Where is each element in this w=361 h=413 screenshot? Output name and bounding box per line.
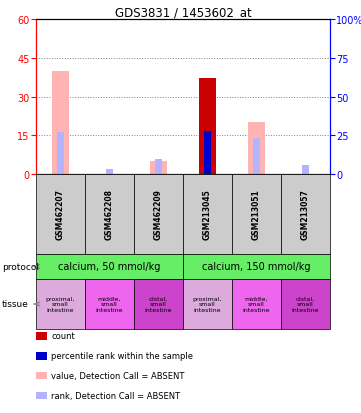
Text: count: count [51, 332, 75, 341]
Text: GSM462207: GSM462207 [56, 189, 65, 240]
Bar [52, 71, 69, 175]
Bar [253, 139, 260, 175]
Bar [204, 131, 211, 175]
Text: value, Detection Call = ABSENT: value, Detection Call = ABSENT [51, 371, 184, 380]
Text: percentile rank within the sample: percentile rank within the sample [51, 351, 193, 361]
Text: GSM462208: GSM462208 [105, 189, 114, 240]
Text: GSM213045: GSM213045 [203, 189, 212, 240]
Bar [155, 159, 162, 175]
Text: proximal,
small
intestine: proximal, small intestine [193, 296, 222, 313]
Bar [302, 165, 309, 175]
Text: GSM213051: GSM213051 [252, 189, 261, 240]
Bar [150, 162, 167, 175]
Text: middle,
small
intestine: middle, small intestine [96, 296, 123, 313]
Text: GSM462209: GSM462209 [154, 189, 163, 240]
Text: calcium, 50 mmol/kg: calcium, 50 mmol/kg [58, 262, 161, 272]
Bar [199, 79, 216, 175]
Title: GDS3831 / 1453602_at: GDS3831 / 1453602_at [115, 6, 251, 19]
Text: protocol: protocol [2, 262, 39, 271]
Text: proximal,
small
intestine: proximal, small intestine [46, 296, 75, 313]
Bar [57, 133, 64, 175]
Text: middle,
small
intestine: middle, small intestine [243, 296, 270, 313]
Text: tissue: tissue [2, 300, 29, 309]
Text: GSM213057: GSM213057 [301, 189, 310, 240]
Text: calcium, 150 mmol/kg: calcium, 150 mmol/kg [202, 262, 311, 272]
Bar [106, 170, 113, 175]
Text: rank, Detection Call = ABSENT: rank, Detection Call = ABSENT [51, 391, 180, 400]
Text: distal,
small
intestine: distal, small intestine [145, 296, 172, 313]
Text: distal,
small
intestine: distal, small intestine [292, 296, 319, 313]
Bar [248, 123, 265, 175]
